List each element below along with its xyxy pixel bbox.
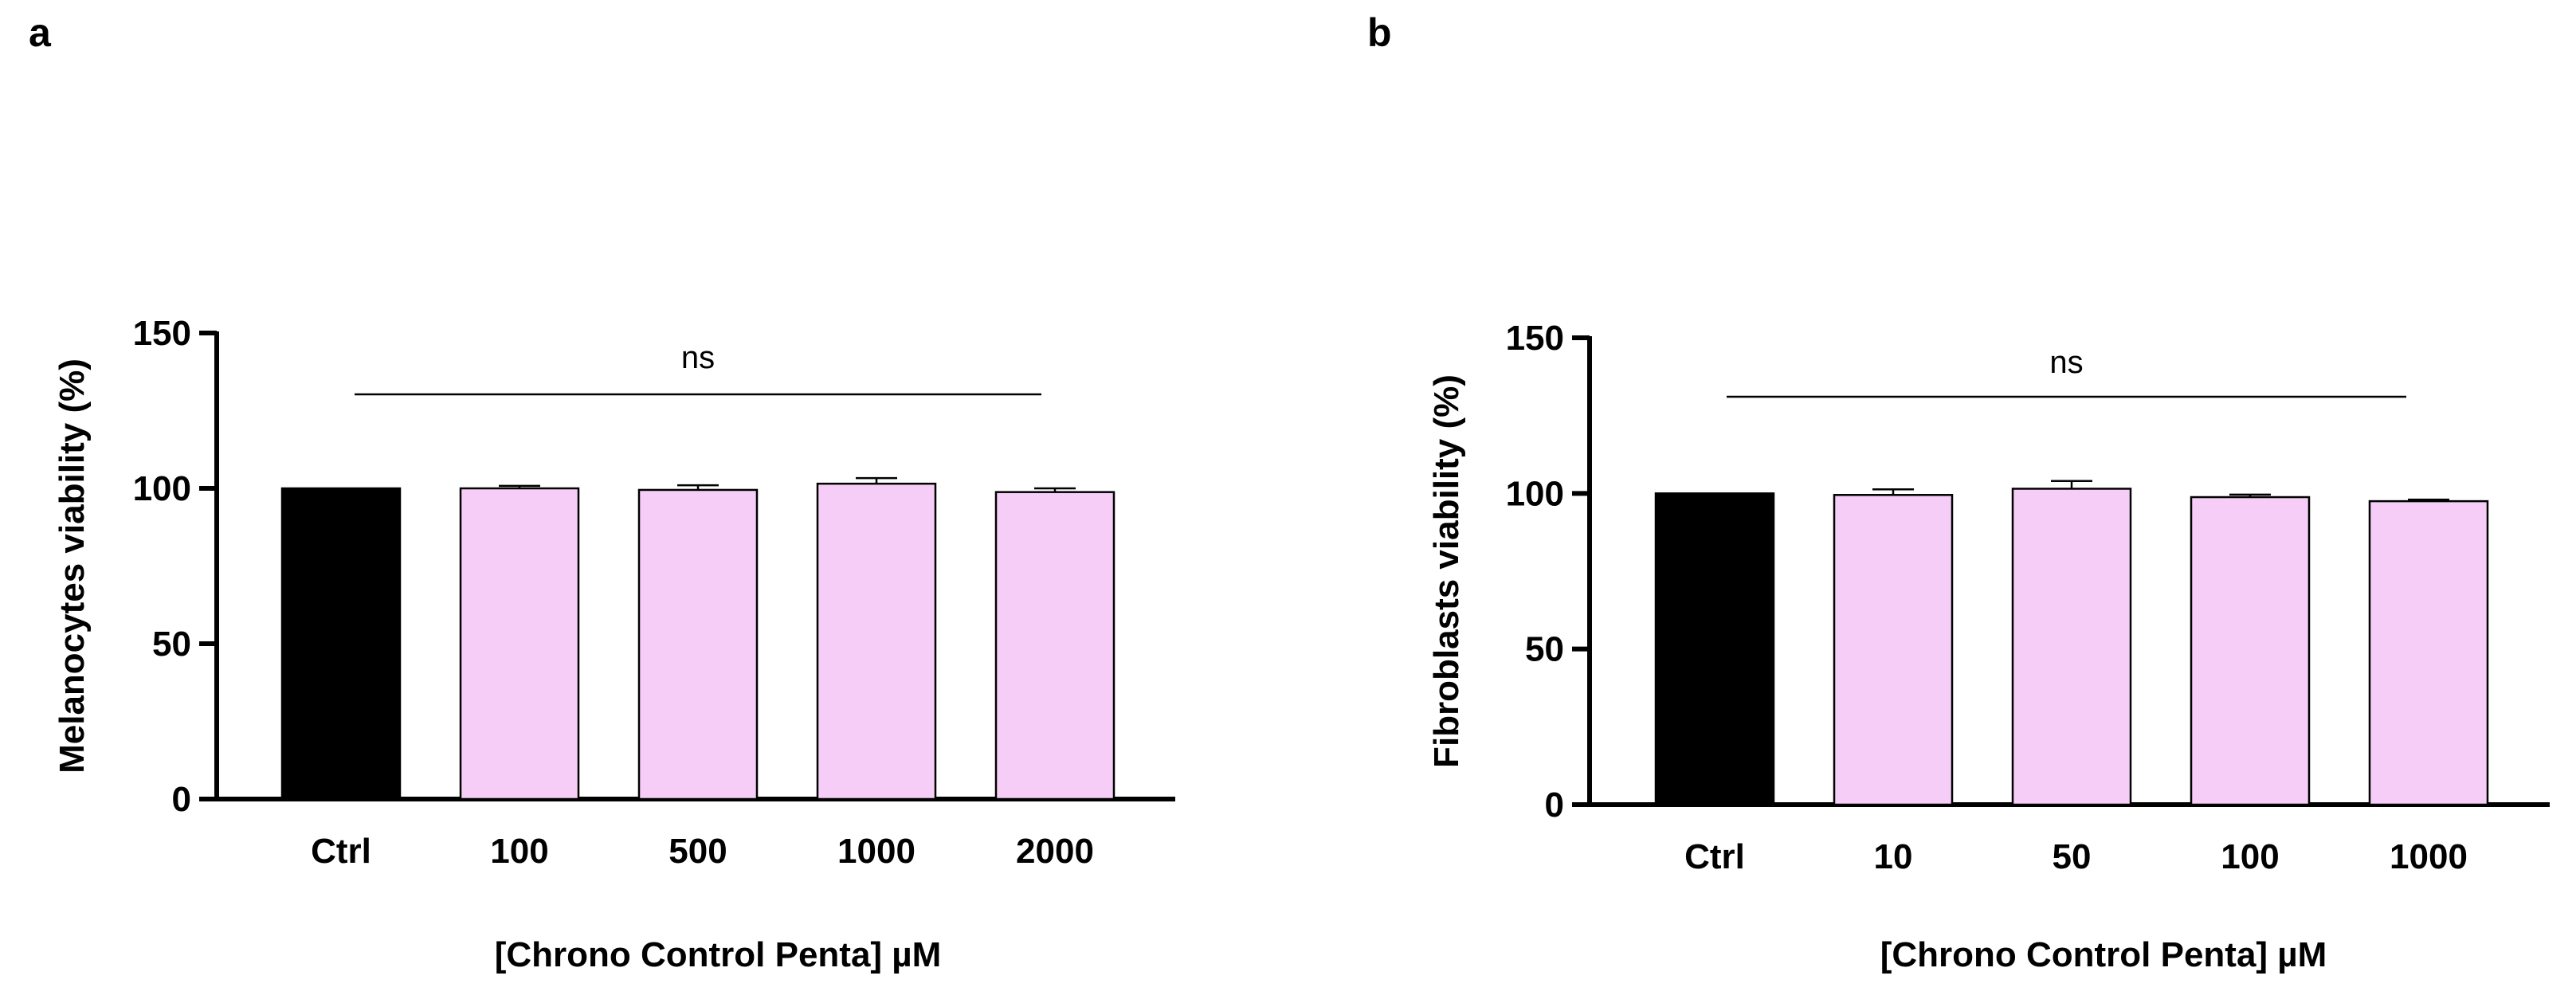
y-tick-label: 100: [133, 469, 191, 508]
bar-Ctrl: [1654, 492, 1775, 806]
y-axis-title: Fibroblasts viability (%): [1427, 374, 1466, 768]
x-axis-title: [Chrono Control Penta] µM: [1880, 935, 2327, 974]
bar-100: [459, 487, 580, 801]
x-tick-label: Ctrl: [1684, 837, 1745, 876]
x-tick-label: 2000: [1016, 832, 1094, 871]
x-tick-label: 50: [2053, 837, 2092, 876]
bar-500: [637, 488, 759, 801]
y-tick-label: 150: [1506, 319, 1564, 358]
y-tick-label: 50: [1525, 630, 1564, 669]
x-tick-label: 100: [2221, 837, 2279, 876]
bar-1000: [2368, 500, 2489, 806]
y-tick-label: 50: [152, 625, 191, 664]
significance-label: ns: [2049, 345, 2083, 380]
panel-b: 0 50 100 150 Ctrl 10 50 100 1000 ns [Chrono Contro…: [1427, 319, 2550, 974]
bar-Ctrl: [280, 487, 402, 801]
y-tick-label: 0: [172, 780, 191, 819]
bar-100: [2190, 496, 2311, 806]
x-tick-label: 500: [669, 832, 727, 871]
x-axis-title: [Chrono Control Penta] µM: [495, 935, 942, 974]
y-tick-label: 100: [1506, 474, 1564, 513]
panel-a: 0 50 100 150 Ctrl 100 500 1000 2000 ns [Chrono Con…: [53, 314, 1175, 974]
bar-1000: [816, 482, 937, 801]
y-axis-title: Melanocytes viability (%): [53, 358, 92, 774]
panel-label-a: a: [29, 10, 51, 55]
x-tick-label: Ctrl: [311, 832, 371, 871]
significance-label: ns: [681, 340, 715, 375]
x-tick-label: 1000: [2390, 837, 2468, 876]
x-tick-label: 100: [490, 832, 548, 871]
y-tick-label: 0: [1545, 786, 1564, 825]
bar-50: [2011, 488, 2132, 806]
x-tick-label: 10: [1874, 837, 1913, 876]
bar-2000: [994, 491, 1115, 801]
bar-10: [1833, 494, 1954, 806]
x-tick-label: 1000: [837, 832, 916, 871]
panel-label-b: b: [1367, 10, 1392, 55]
y-tick-label: 150: [133, 314, 191, 353]
